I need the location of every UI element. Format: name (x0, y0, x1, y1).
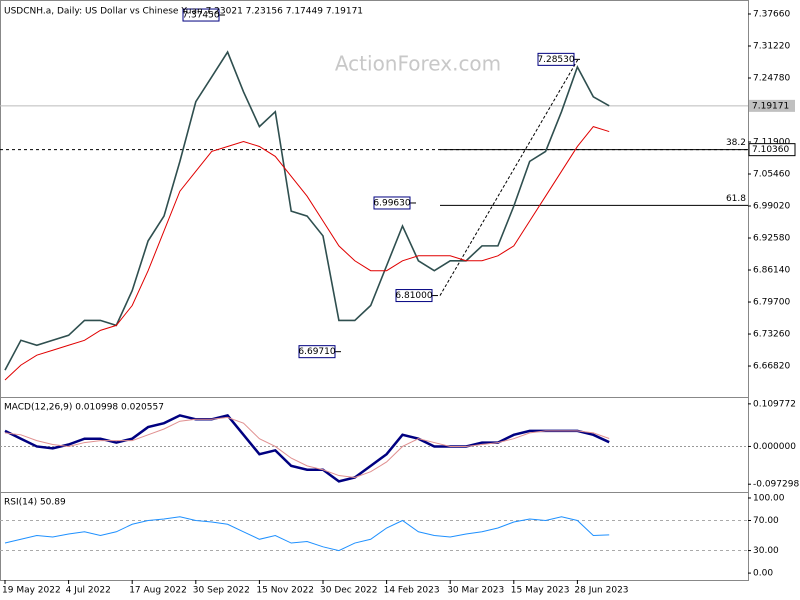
y-tick-label: 7.24780 (753, 73, 790, 83)
watermark: ActionForex.com (335, 52, 501, 76)
x-tick-label: 30 Mar 2023 (447, 586, 504, 596)
last-label: 7.19171 (752, 101, 789, 111)
x-tick-label: 30 Sep 2022 (193, 586, 250, 596)
panel-title: USDCNH.a, Daily: US Dollar vs Chinese Yu… (4, 7, 363, 17)
y-tick-label: 100.00 (753, 493, 785, 503)
y-tick-label: 7.05460 (753, 170, 790, 180)
y-tick-label: 30.00 (753, 546, 779, 556)
annotation-label: 6.99630 (373, 198, 410, 208)
x-tick-label: 30 Dec 2022 (320, 586, 378, 596)
y-tick-label: 0.000000 (753, 442, 796, 452)
series-line (4, 516, 610, 552)
fib-name: 38.2 (726, 138, 746, 148)
series-line (4, 126, 610, 381)
y-tick-label: 6.92580 (753, 234, 790, 244)
annotation-box (373, 196, 411, 210)
annotation-box (395, 289, 433, 303)
annotation-label: 7.37450 (182, 11, 219, 21)
fib-name: 61.8 (726, 194, 746, 204)
y-tick-label: 6.86140 (753, 266, 790, 276)
panel-title: MACD(12,26,9) 0.010998 0.020557 (4, 403, 164, 413)
annotation-box (182, 8, 220, 22)
x-tick-label: 14 Feb 2023 (384, 586, 440, 596)
y-tick-label: -0.097298 (753, 480, 799, 490)
y-tick-label: 6.66820 (753, 362, 790, 372)
y-tick-label: 7.11900 (753, 138, 790, 148)
panel-title: RSI(14) 50.89 (4, 498, 66, 508)
y-tick-label: 0.109772 (753, 399, 796, 409)
annotation-label: 6.69710 (298, 347, 335, 357)
last-box (749, 99, 795, 112)
y-tick-label: 7.37660 (753, 9, 790, 19)
y-tick-label: 0.00 (753, 569, 773, 579)
x-tick-label: 28 Jun 2023 (574, 586, 628, 596)
level-box (748, 143, 796, 157)
annotation-box (537, 52, 575, 66)
x-tick-label: 15 Nov 2022 (256, 586, 314, 596)
y-tick-label: 6.73260 (753, 330, 790, 340)
x-tick-label: 17 Aug 2022 (129, 586, 187, 596)
series-line (4, 416, 610, 479)
annotation-label: 6.81000 (395, 291, 432, 301)
annotation-label: 7.28530 (537, 55, 574, 65)
trend-line (439, 59, 579, 296)
y-tick-label: 70.00 (753, 516, 779, 526)
annotation-box (298, 345, 336, 359)
x-tick-label: 19 May 2022 (2, 586, 61, 596)
frame (0, 0, 749, 581)
y-tick-label: 6.99020 (753, 202, 790, 212)
x-tick-label: 4 Jul 2022 (66, 586, 111, 596)
x-tick-label: 15 May 2023 (511, 586, 570, 596)
y-tick-label: 7.31220 (753, 41, 790, 51)
level-label: 7.10360 (752, 145, 789, 155)
series-line (4, 414, 610, 483)
y-tick-label: 6.79700 (753, 298, 790, 308)
series-line (4, 50, 610, 371)
